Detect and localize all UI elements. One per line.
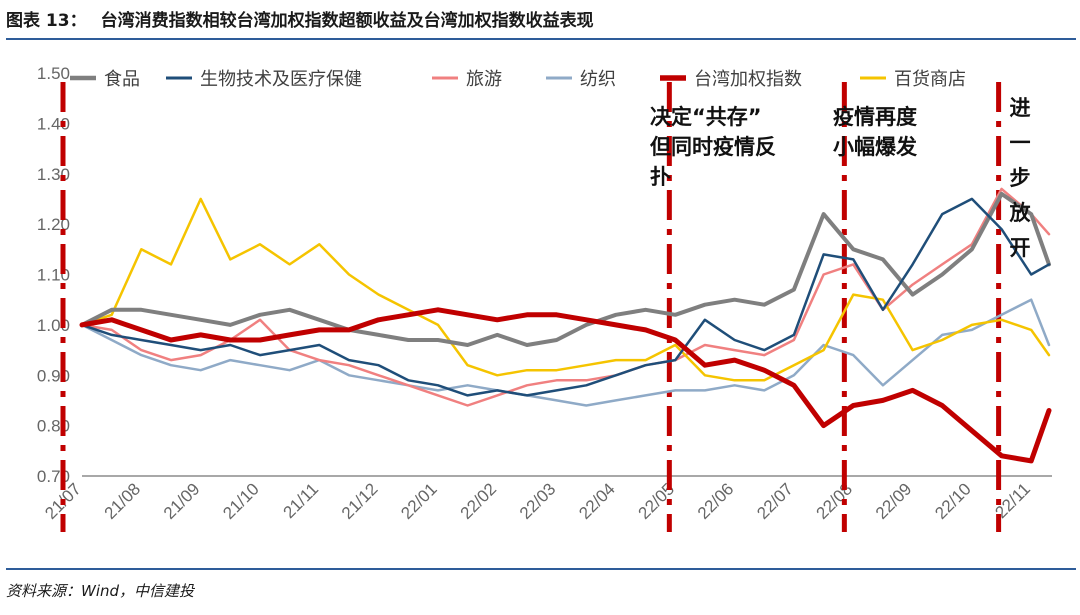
title-divider — [6, 38, 1076, 40]
chart-legend: 食品 生物技术及医疗保健 旅游 纺织 台湾加权指数 百货商店 — [70, 69, 966, 90]
event-annotation-text: 疫情再度 — [833, 105, 917, 129]
x-tick-label: 21/08 — [101, 479, 145, 523]
event-annotation-text: 一 — [1010, 131, 1031, 155]
figure-title: 图表 13： 台湾消费指数相较台湾加权指数超额收益及台湾加权指数收益表现 — [6, 6, 594, 31]
legend-label: 百货商店 — [894, 69, 966, 90]
series-line-4 — [79, 307, 1052, 464]
x-tick-label: 22/09 — [872, 479, 916, 523]
legend-label: 食品 — [104, 69, 140, 90]
event-markers — [60, 82, 1002, 532]
x-tick-label: 21/09 — [160, 479, 204, 523]
chart-axes: 0.700.800.901.001.101.201.301.401.5021/0… — [37, 64, 1052, 523]
x-tick-label: 22/04 — [575, 479, 619, 523]
source-divider — [6, 568, 1076, 570]
event-annotation-text: 开 — [1010, 236, 1031, 260]
series-line-1 — [80, 197, 1051, 397]
x-tick-label: 21/12 — [338, 479, 382, 523]
x-tick-label: 22/10 — [931, 479, 975, 523]
figure-title-text: 台湾消费指数相较台湾加权指数超额收益及台湾加权指数收益表现 — [100, 11, 594, 31]
source-note: 资料来源：Wind，中信建投 — [6, 582, 195, 600]
y-tick-label: 1.50 — [37, 64, 70, 83]
x-tick-label: 21/10 — [219, 479, 263, 523]
x-tick-label: 22/07 — [753, 479, 797, 523]
series-line-0 — [80, 191, 1051, 347]
chart-series — [79, 187, 1052, 464]
x-tick-label: 22/06 — [694, 479, 738, 523]
legend-label: 旅游 — [466, 69, 502, 90]
series-line-3 — [80, 298, 1051, 407]
event-annotation-text: 小幅爆发 — [833, 135, 918, 159]
event-annotation-text: 但同时疫情反 — [650, 135, 776, 159]
x-tick-label: 22/03 — [516, 479, 560, 523]
event-annotation-text: 步 — [1010, 166, 1031, 190]
x-tick-label: 22/02 — [457, 479, 501, 523]
event-annotation-text: 扑 — [650, 165, 671, 189]
figure-label: 图表 13： — [6, 11, 87, 31]
legend-label: 台湾加权指数 — [694, 69, 802, 90]
line-chart: 0.700.800.901.001.101.201.301.401.5021/0… — [37, 64, 1052, 532]
x-tick-label: 21/11 — [280, 479, 323, 522]
series-line-5 — [80, 197, 1051, 382]
x-tick-label: 22/01 — [397, 479, 441, 523]
event-annotation-text: 放 — [1009, 201, 1032, 225]
series-line-2 — [80, 187, 1051, 407]
event-annotation-text: 进 — [1010, 96, 1031, 120]
legend-label: 生物技术及医疗保健 — [200, 69, 362, 90]
y-tick-label: 1.40 — [37, 114, 70, 133]
legend-label: 纺织 — [580, 69, 616, 90]
x-tick-label: 22/08 — [813, 479, 857, 523]
event-annotation-text: 决定“共存” — [650, 105, 762, 129]
